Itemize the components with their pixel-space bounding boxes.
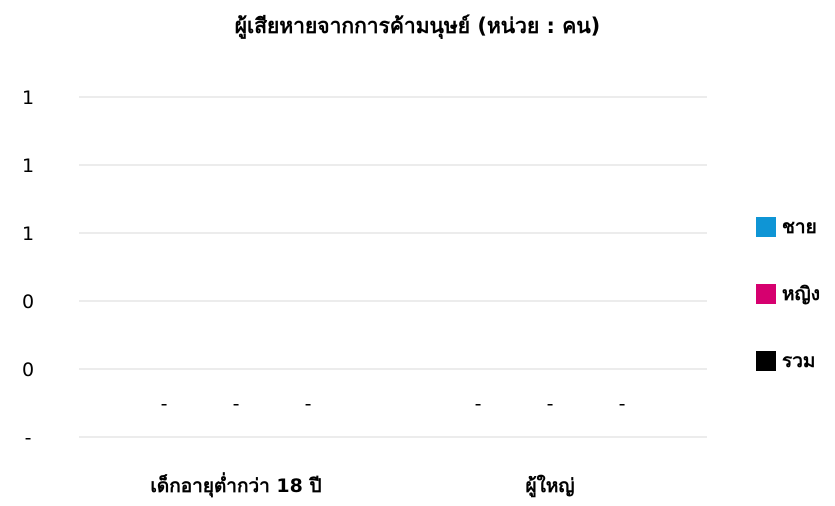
data-label: -: [305, 393, 312, 415]
legend-swatch: [756, 351, 776, 371]
legend-label: รวม: [782, 350, 816, 372]
legend-label: ชาย: [782, 216, 817, 238]
data-label: -: [233, 393, 240, 415]
y-tick-label: 1: [22, 155, 34, 177]
x-tick-label: เด็กอายุต่ำกว่า 18 ปี: [150, 472, 321, 498]
legend-swatch: [756, 217, 776, 237]
chart-title: ผู้เสียหายจากการค้ามนุษย์ (หน่วย : คน): [234, 14, 601, 38]
legend-item: รวม: [756, 346, 815, 376]
legend-swatch: [756, 284, 776, 304]
legend-label: หญิง: [782, 283, 820, 305]
gridlines: [79, 96, 707, 438]
data-label: -: [475, 393, 482, 415]
x-axis-ticks: เด็กอายุต่ำกว่า 18 ปี ผู้ใหญ่: [150, 472, 574, 498]
data-labels: ------: [161, 393, 626, 415]
data-label: -: [161, 393, 168, 415]
y-tick-label: 1: [22, 87, 34, 109]
y-tick-label: 1: [22, 223, 34, 245]
y-tick-label: 0: [22, 291, 34, 313]
y-tick-label: 0: [22, 359, 34, 381]
legend-item: ชาย: [756, 212, 817, 242]
data-label: -: [619, 393, 626, 415]
y-tick-label: -: [25, 427, 32, 449]
legend-item: หญิง: [756, 279, 820, 309]
y-axis-ticks: - 0 0 1 1 1: [22, 87, 34, 449]
data-label: -: [547, 393, 554, 415]
x-tick-label: ผู้ใหญ่: [525, 474, 574, 498]
